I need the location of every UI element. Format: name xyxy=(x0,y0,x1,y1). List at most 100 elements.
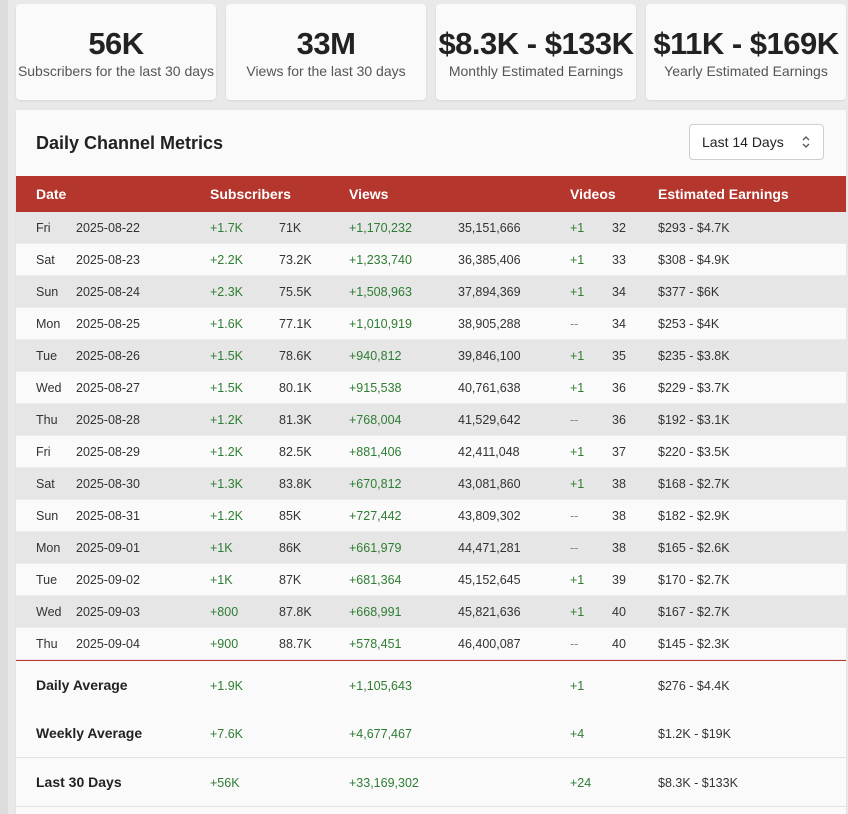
range-select-value: Last 14 Days xyxy=(702,134,784,150)
row-earnings: $145 - $2.3K xyxy=(658,637,730,651)
row-video-change: +1 xyxy=(570,445,585,459)
table-row: Fri 2025-08-29 +1.2K 82.5K +881,406 42,411,04… xyxy=(16,436,846,468)
stat-card-views: 33M Views for the last 30 days xyxy=(226,4,426,100)
row-subscriber-change: +1.5K xyxy=(210,349,244,363)
stat-value: $8.3K - $133K xyxy=(438,26,634,61)
stat-card-subscribers: 56K Subscribers for the last 30 days xyxy=(16,4,216,100)
row-view-change: +661,979 xyxy=(349,541,402,555)
row-earnings: $235 - $3.8K xyxy=(658,349,730,363)
row-earnings: $229 - $3.7K xyxy=(658,381,730,395)
row-subscriber-total: 87.8K xyxy=(279,605,312,619)
stat-label: Yearly Estimated Earnings xyxy=(664,63,828,79)
row-earnings: $192 - $3.1K xyxy=(658,413,730,427)
row-subscriber-total: 78.6K xyxy=(279,349,312,363)
row-video-total: 40 xyxy=(612,605,626,619)
row-day: Fri xyxy=(36,445,51,459)
row-earnings: $167 - $2.7K xyxy=(658,605,730,619)
row-video-change: -- xyxy=(570,413,579,427)
header-earnings[interactable]: Estimated Earnings xyxy=(658,186,789,202)
row-view-change: +915,538 xyxy=(349,381,402,395)
row-earnings: $220 - $3.5K xyxy=(658,445,730,459)
row-video-change: -- xyxy=(570,317,579,331)
summary-label: Daily Average xyxy=(36,677,128,693)
summary-label: Weekly Average xyxy=(36,725,143,741)
row-video-total: 38 xyxy=(612,541,626,555)
row-video-total: 37 xyxy=(612,445,626,459)
header-subscribers[interactable]: Subscribers xyxy=(210,186,291,202)
stat-value: $11K - $169K xyxy=(653,26,839,61)
row-day: Sat xyxy=(36,253,55,267)
summary-earnings: $8.3K - $133K xyxy=(658,776,738,790)
daily-metrics-panel: Daily Channel Metrics Last 14 Days Date … xyxy=(16,110,846,814)
row-date: 2025-08-24 xyxy=(76,285,140,299)
summary-earnings: $1.2K - $19K xyxy=(658,727,731,741)
summary-views: +33,169,302 xyxy=(349,776,419,790)
row-day: Wed xyxy=(36,605,62,619)
row-subscriber-change: +1.2K xyxy=(210,509,244,523)
header-videos[interactable]: Videos xyxy=(570,186,616,202)
row-earnings: $293 - $4.7K xyxy=(658,221,730,235)
chevron-up-down-icon xyxy=(802,136,810,148)
row-video-total: 34 xyxy=(612,317,626,331)
row-subscriber-change: +1.3K xyxy=(210,477,244,491)
row-view-change: +768,004 xyxy=(349,413,402,427)
row-subscriber-change: +1K xyxy=(210,573,233,587)
row-day: Thu xyxy=(36,413,58,427)
row-day: Sat xyxy=(36,477,55,491)
row-subscriber-change: +1K xyxy=(210,541,233,555)
row-day: Mon xyxy=(36,317,61,331)
row-date: 2025-08-23 xyxy=(76,253,140,267)
row-earnings: $170 - $2.7K xyxy=(658,573,730,587)
row-subscriber-change: +1.7K xyxy=(210,221,244,235)
summary-row-daily-average: Daily Average +1.9K +1,105,643 +1 $276 -… xyxy=(16,661,846,709)
summary-subscribers: +1.9K xyxy=(210,679,244,693)
row-view-total: 44,471,281 xyxy=(458,541,521,555)
row-video-change: +1 xyxy=(570,221,585,235)
row-view-change: +727,442 xyxy=(349,509,402,523)
row-video-change: +1 xyxy=(570,253,585,267)
row-view-total: 42,411,048 xyxy=(458,445,520,459)
row-view-total: 38,905,288 xyxy=(458,317,521,331)
row-day: Tue xyxy=(36,349,58,363)
row-video-total: 38 xyxy=(612,509,626,523)
row-subscriber-total: 86K xyxy=(279,541,302,555)
row-video-change: +1 xyxy=(570,381,585,395)
panel-title: Daily Channel Metrics xyxy=(36,133,224,153)
row-subscriber-total: 71K xyxy=(279,221,302,235)
row-view-change: +1,170,232 xyxy=(349,221,412,235)
row-date: 2025-08-28 xyxy=(76,413,140,427)
table-row: Sun 2025-08-24 +2.3K 75.5K +1,508,963 37,894,… xyxy=(16,276,846,308)
row-day: Wed xyxy=(36,381,62,395)
row-view-change: +1,233,740 xyxy=(349,253,412,267)
table-row: Wed 2025-08-27 +1.5K 80.1K +915,538 40,761,63… xyxy=(16,372,846,404)
header-views[interactable]: Views xyxy=(349,186,389,202)
row-day: Sun xyxy=(36,285,59,299)
row-view-total: 45,821,636 xyxy=(458,605,521,619)
row-video-change: +1 xyxy=(570,349,585,363)
table-row: Tue 2025-09-02 +1K 87K +681,364 45,152,645 +1 3… xyxy=(16,564,846,596)
table-row: Sat 2025-08-23 +2.2K 73.2K +1,233,740 36,385,… xyxy=(16,244,846,276)
table-row: Thu 2025-08-28 +1.2K 81.3K +768,004 41,529,64… xyxy=(16,404,846,436)
row-video-total: 39 xyxy=(612,573,626,587)
row-date: 2025-08-27 xyxy=(76,381,140,395)
row-view-total: 45,152,645 xyxy=(458,573,521,587)
header-date[interactable]: Date xyxy=(36,186,67,202)
stat-value: 56K xyxy=(88,26,144,61)
row-view-change: +681,364 xyxy=(349,573,402,587)
row-video-change: -- xyxy=(570,509,579,523)
row-subscriber-total: 73.2K xyxy=(279,253,312,267)
stat-card-monthly-earnings: $8.3K - $133K Monthly Estimated Earnings xyxy=(436,4,636,100)
row-video-change: +1 xyxy=(570,605,585,619)
summary-row-weekly-average: Weekly Average +7.6K +4,677,467 +4 $1.2K… xyxy=(16,709,846,757)
range-select[interactable]: Last 14 Days xyxy=(689,124,824,160)
summary-subscribers: +7.6K xyxy=(210,727,244,741)
row-view-total: 46,400,087 xyxy=(458,637,521,651)
row-subscriber-total: 81.3K xyxy=(279,413,312,427)
summary-divider xyxy=(16,660,846,661)
stat-label: Views for the last 30 days xyxy=(246,63,406,79)
row-date: 2025-09-02 xyxy=(76,573,140,587)
row-video-total: 35 xyxy=(612,349,626,363)
row-subscriber-total: 82.5K xyxy=(279,445,312,459)
summary-videos: +24 xyxy=(570,776,592,790)
row-date: 2025-09-04 xyxy=(76,637,140,651)
